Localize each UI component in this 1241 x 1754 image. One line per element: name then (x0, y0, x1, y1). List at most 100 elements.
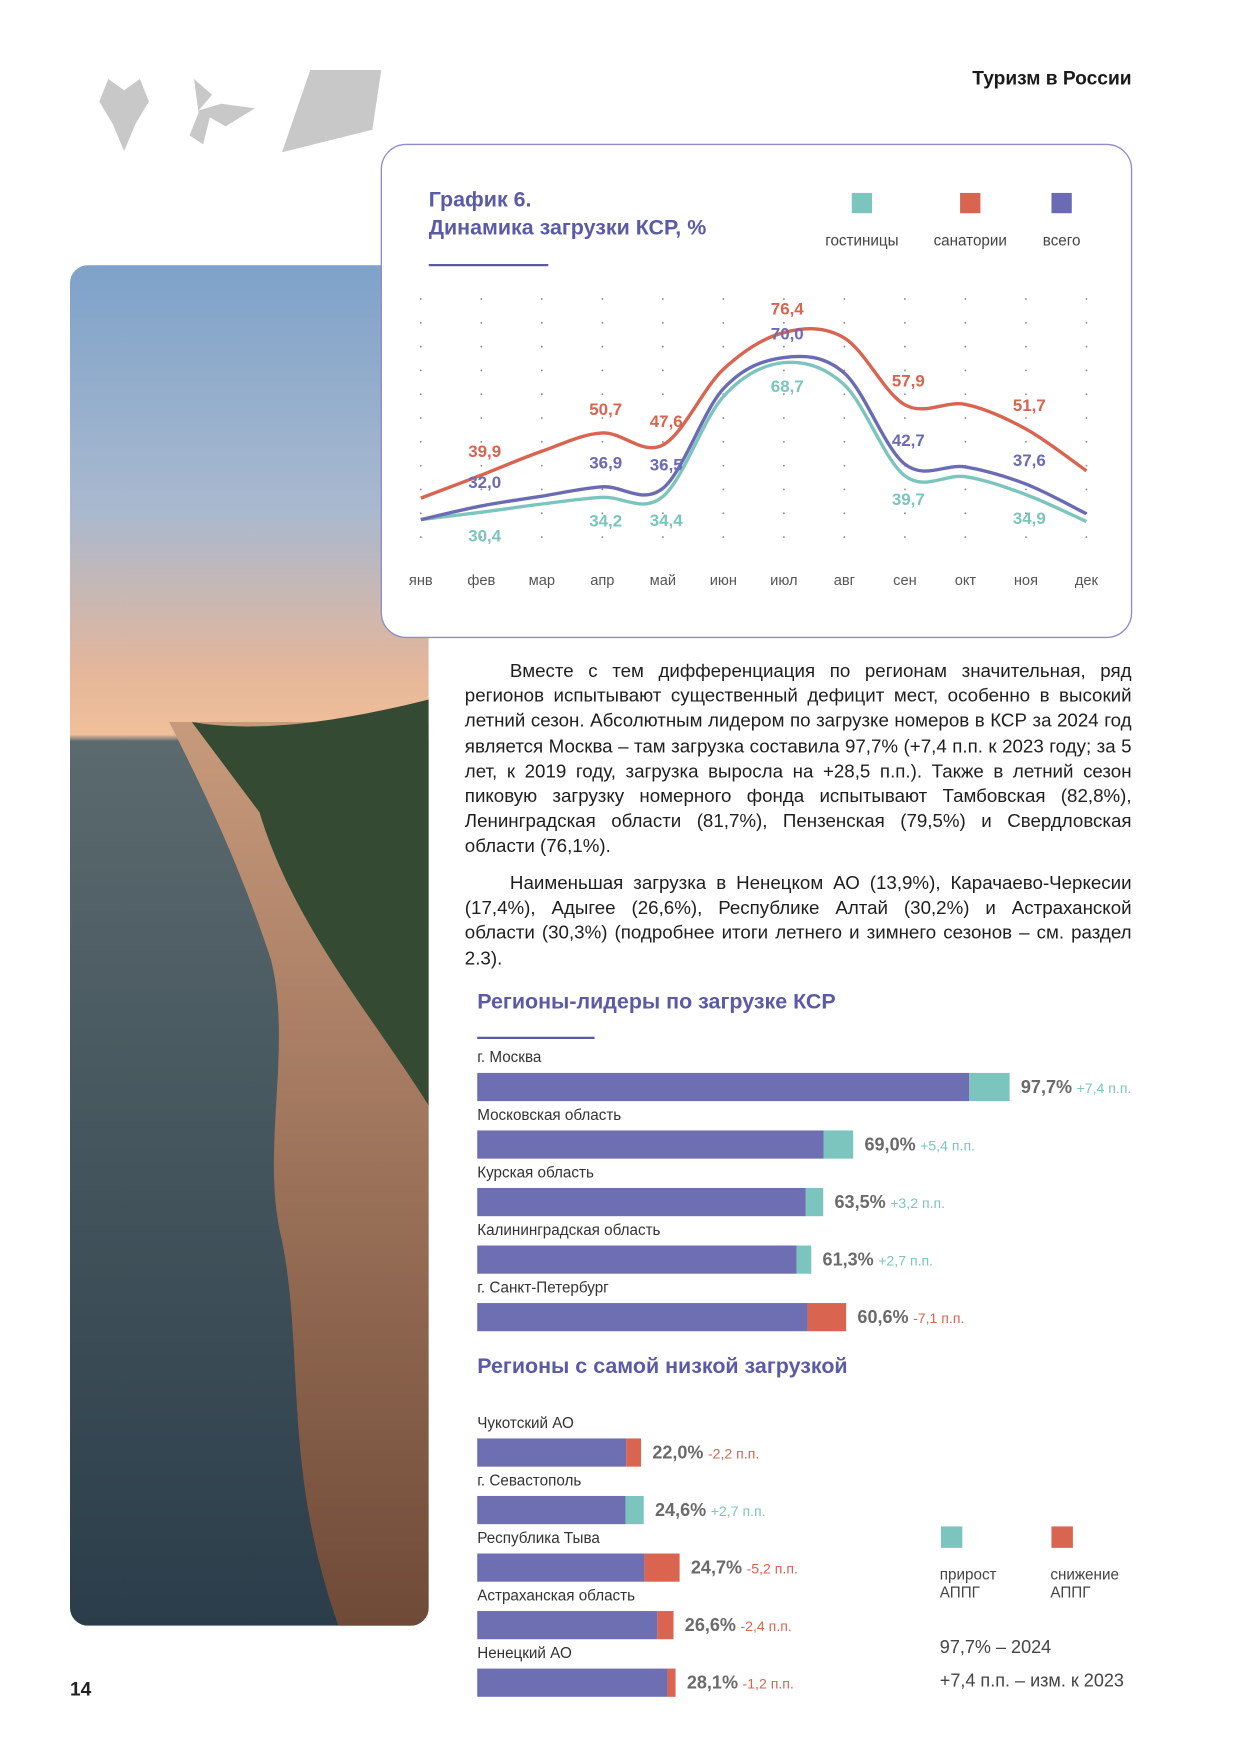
bar (477, 1553, 645, 1582)
data-label: 39,9 (468, 442, 501, 461)
change-label: +2,7 п.п. (878, 1253, 933, 1269)
bar-change (969, 1072, 1010, 1102)
bar-change (657, 1611, 674, 1640)
bar (477, 1245, 797, 1274)
bar (477, 1668, 668, 1697)
category-label: г. Санкт-Петербург (477, 1279, 609, 1296)
data-label: 51,7 (1013, 396, 1046, 415)
value-label: 61,3% (823, 1250, 874, 1270)
x-tick-label: июл (770, 573, 797, 589)
change-label: -1,2 п.п. (743, 1676, 794, 1692)
legend-note: 97,7% – 2024 (939, 1638, 1052, 1658)
data-label: 39,7 (892, 490, 925, 509)
paragraph: Наименьшая загрузка в Ненецком АО (13,9%… (464, 872, 1132, 969)
value-label: 26,6% (685, 1615, 736, 1635)
data-label: 42,7 (892, 431, 925, 450)
chart-frame (380, 143, 1133, 639)
legend-label: снижение АППГ (1050, 1565, 1119, 1601)
change-label: -2,4 п.п. (740, 1618, 791, 1634)
data-label: 70,0 (771, 324, 804, 343)
legend-swatch (940, 1526, 963, 1548)
bar (477, 1438, 627, 1467)
line (420, 327, 1088, 500)
category-label: Чукотский АО (477, 1415, 574, 1432)
legend-swatch (960, 192, 981, 214)
legend-label: прирост АППГ (939, 1565, 997, 1601)
x-tick-label: сен (893, 573, 917, 589)
data-label: 34,9 (1013, 509, 1046, 528)
data-label: 68,7 (771, 377, 804, 396)
bar (477, 1495, 626, 1525)
value-label: 24,7% (691, 1558, 742, 1578)
value-label: 22,0% (652, 1442, 703, 1462)
bar-change (644, 1553, 680, 1582)
category-label: г. Севастополь (477, 1472, 581, 1489)
legend-label: всего (1043, 232, 1081, 249)
bar-change (807, 1303, 847, 1332)
bar-change (823, 1130, 854, 1159)
data-label: 34,4 (650, 511, 684, 530)
change-label: -2,2 п.п. (708, 1446, 759, 1462)
bar (477, 1187, 806, 1217)
bar-change (796, 1245, 812, 1274)
bar-change (626, 1438, 642, 1467)
value-label: 60,6% (857, 1307, 908, 1327)
x-tick-label: янв (409, 573, 433, 589)
x-tick-label: окт (955, 573, 977, 589)
x-tick-label: дек (1075, 573, 1099, 589)
value-label: 97,7% (1021, 1077, 1072, 1097)
data-label: 76,4 (771, 299, 805, 318)
data-label: 30,4 (468, 526, 502, 545)
data-label: 37,6 (1013, 451, 1046, 470)
category-label: г. Москва (477, 1049, 542, 1066)
change-label: +3,2 п.п. (890, 1195, 945, 1211)
logos (99, 69, 382, 153)
page-number: 14 (69, 1678, 92, 1701)
photo (69, 265, 429, 1626)
value-label: 28,1% (687, 1673, 738, 1693)
value-label: 63,5% (835, 1192, 886, 1212)
legend-swatch (851, 192, 873, 214)
bar (477, 1072, 970, 1102)
legend-label: гостиницы (825, 232, 898, 249)
legend-label: санатории (934, 232, 1007, 249)
line (420, 360, 1088, 524)
data-label: 50,7 (589, 400, 622, 419)
data-label: 36,9 (589, 454, 622, 473)
legend-note: +7,4 п.п. – изм. к 2023 (939, 1671, 1124, 1692)
x-tick-label: авг (834, 573, 855, 589)
chart-subtitle: Динамика загрузки КСР, % (429, 216, 707, 240)
value-label: 24,6% (655, 1500, 706, 1520)
change-label: +7,4 п.п. (1077, 1080, 1132, 1096)
paragraph: Вместе с тем дифференциация по регионам … (464, 659, 1132, 857)
data-label: 47,6 (650, 412, 683, 431)
data-label: 32,0 (468, 473, 501, 492)
category-label: Ненецкий АО (477, 1645, 572, 1662)
bar-change (667, 1668, 676, 1697)
category-label: Калининградская область (477, 1222, 660, 1239)
bar (477, 1303, 808, 1332)
x-tick-label: июн (710, 573, 737, 589)
category-label: Астраханская область (477, 1587, 635, 1604)
bar (477, 1611, 658, 1640)
data-label: 36,5 (650, 455, 683, 474)
chart-title: График 6. (429, 187, 532, 211)
bar-change (805, 1187, 824, 1217)
section-title: Регионы с самой низкой загрузкой (477, 1354, 848, 1379)
change-label: -5,2 п.п. (747, 1561, 798, 1577)
data-label: 57,9 (892, 372, 925, 391)
x-tick-label: мар (529, 573, 555, 589)
legend-swatch (1051, 192, 1072, 214)
line (420, 354, 1088, 522)
change-label: -7,1 п.п. (913, 1310, 964, 1326)
x-tick-label: май (650, 573, 676, 589)
category-label: Московская область (477, 1107, 621, 1124)
x-tick-label: ноя (1014, 573, 1038, 589)
header-title: Туризм в России (972, 67, 1132, 90)
value-label: 69,0% (864, 1134, 915, 1154)
x-tick-label: фев (467, 573, 495, 589)
